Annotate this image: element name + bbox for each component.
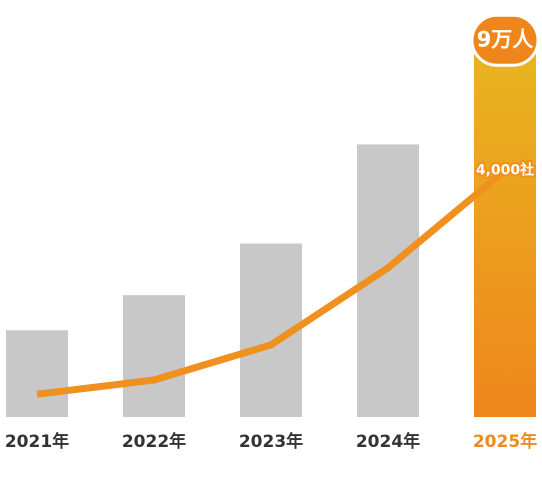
bar: [123, 295, 185, 417]
bar-value-label: 9万人: [477, 27, 534, 51]
line-value-label: 4,000社: [476, 161, 534, 178]
badge: [470, 13, 540, 67]
x-tick-label: 2025年: [473, 431, 537, 452]
bar: [6, 330, 68, 417]
x-tick-label: 2023年: [239, 431, 303, 452]
x-tick-label: 2022年: [122, 431, 186, 452]
x-tick-label: 2021年: [5, 431, 69, 452]
x-tick-label: 2024年: [356, 431, 420, 452]
bar: [474, 45, 536, 418]
line: [36, 167, 508, 398]
